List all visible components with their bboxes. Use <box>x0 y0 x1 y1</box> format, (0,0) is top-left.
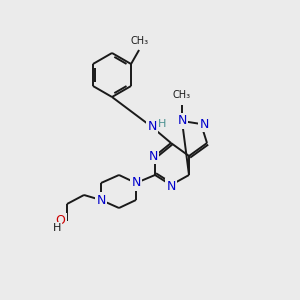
Text: N: N <box>96 194 106 206</box>
Text: N: N <box>177 115 187 128</box>
Text: H: H <box>158 119 166 129</box>
Text: N: N <box>131 176 141 190</box>
Text: N: N <box>147 121 157 134</box>
Text: CH₃: CH₃ <box>173 90 191 100</box>
Text: CH₃: CH₃ <box>131 36 149 46</box>
Text: N: N <box>199 118 209 130</box>
Text: N: N <box>148 149 158 163</box>
Text: H: H <box>53 223 61 233</box>
Text: O: O <box>55 214 65 227</box>
Text: N: N <box>166 179 176 193</box>
